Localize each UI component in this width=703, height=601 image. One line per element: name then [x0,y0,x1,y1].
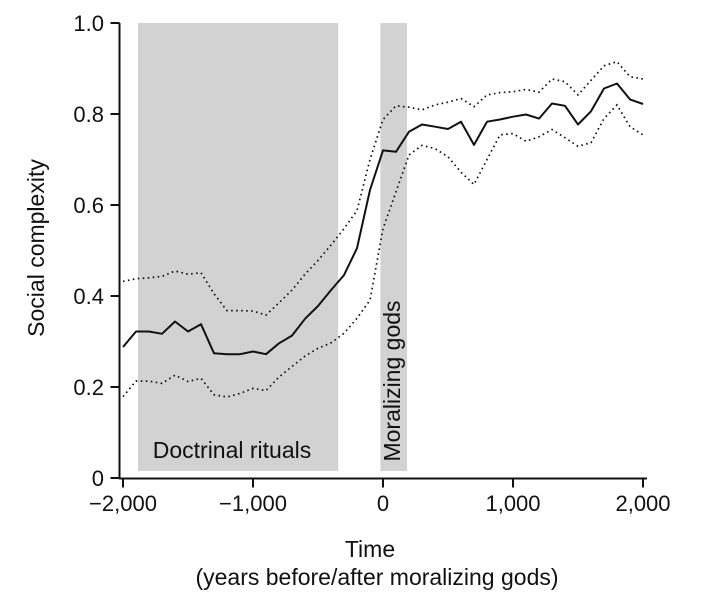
x-tick-label: 0 [377,491,389,516]
y-tick-label: 0.6 [73,193,104,218]
x-axis-title-line2: (years before/after moralizing gods) [195,564,558,590]
tick-labels: −2,000 −1,000 0 1,000 2,000 0 0.2 0.4 0.6 0.8 1.0 [73,11,670,516]
x-tick-label: −1,000 [219,491,287,516]
y-tick-label: 0 [92,466,104,491]
shaded-band-1 [137,23,339,471]
y-tick-label: 0.2 [73,375,104,400]
y-tick-label: 0.4 [73,284,104,309]
axes [110,22,647,488]
band-label-doctrinal-rituals: Doctrinal rituals [153,437,312,463]
series-line-dotted-lower [122,103,644,398]
series-line-solid-mean [122,82,644,356]
x-axis-title-line1: Time [345,536,395,562]
y-tick-label: 1.0 [73,11,104,36]
data-series [122,60,644,398]
shaded-bands [137,23,408,471]
shaded-band-2 [380,23,408,471]
x-tick-label: 1,000 [485,491,540,516]
x-tick-label: −2,000 [89,491,157,516]
band-label-moralizing-gods: Moralizing gods [379,300,405,461]
series-line-dotted-upper [122,60,644,317]
y-axis-title: Social complexity [23,159,49,337]
y-tick-label: 0.8 [73,102,104,127]
x-tick-label: 2,000 [615,491,670,516]
